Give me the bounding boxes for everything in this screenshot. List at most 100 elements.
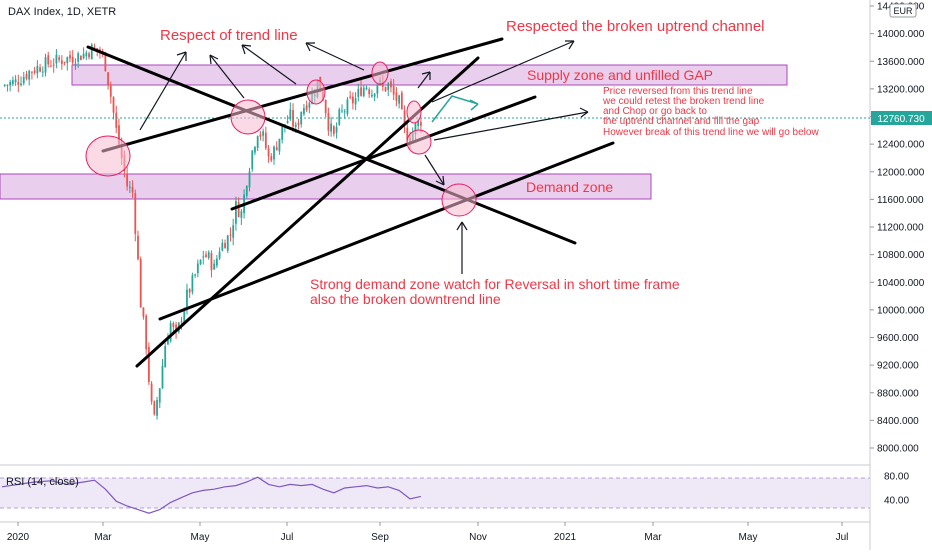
price-tick-label: 12400.000 xyxy=(877,140,925,151)
time-axis[interactable]: 2020 Mar May Jul Sep Nov 2021 Mar May Jul xyxy=(7,522,849,543)
candle-body xyxy=(139,258,142,308)
candle-body xyxy=(41,71,44,73)
candle-body xyxy=(50,65,52,67)
candle-body xyxy=(3,84,6,86)
candle-body xyxy=(384,86,387,91)
time-tick-label: Jul xyxy=(836,532,849,543)
candle-body xyxy=(77,53,80,62)
currency-badge[interactable] xyxy=(889,3,917,18)
candle-body xyxy=(218,251,221,259)
time-tick-label: Jul xyxy=(281,532,294,543)
candle-body xyxy=(39,67,41,72)
candle-body xyxy=(169,323,172,341)
candle-body xyxy=(381,82,384,87)
candle-body xyxy=(109,85,112,97)
candle-body xyxy=(196,263,199,274)
candle-body xyxy=(259,134,262,137)
rsi-tick-label: 40.00 xyxy=(884,496,909,507)
candle-body xyxy=(180,321,183,323)
price-tick-label: 11600.000 xyxy=(877,195,924,206)
arrow-8-head xyxy=(456,221,468,231)
candle-body xyxy=(232,225,235,238)
candle-body xyxy=(390,81,392,88)
candle-body xyxy=(264,132,267,149)
chart-title: DAX Index, 1D, XETR xyxy=(8,6,116,18)
projected-path-head xyxy=(469,99,479,111)
candle-body xyxy=(164,345,167,368)
supply-zone-label: Supply zone and unfilled GAP xyxy=(527,67,713,83)
candle-body xyxy=(202,256,205,258)
candle-body xyxy=(215,258,218,266)
candle-body xyxy=(360,87,362,96)
marker-feb-reversal xyxy=(85,135,131,177)
candle-body xyxy=(20,83,22,86)
arrow-6 xyxy=(433,111,589,141)
marker-june-touch xyxy=(230,99,266,135)
candle-body xyxy=(281,126,284,140)
candle-body xyxy=(134,193,137,234)
projected-path xyxy=(431,95,479,123)
candle-body xyxy=(343,111,346,113)
arrow-2-head xyxy=(209,54,219,65)
demand-trend-line xyxy=(158,141,615,321)
marker-late-sep-touch xyxy=(406,100,422,124)
arrow-2 xyxy=(209,54,245,99)
channel-top-line xyxy=(101,37,504,153)
time-tick-label: Sep xyxy=(371,532,389,543)
note-strong-demand-line-1: Strong demand zone watch for Reversal in… xyxy=(310,276,680,292)
candle-body xyxy=(142,307,145,317)
candle-body xyxy=(221,242,224,251)
note-price-reversed-line-4: the uptrend channel and fill the gap xyxy=(603,116,760,127)
annotation-arrows xyxy=(139,40,589,274)
candle-body xyxy=(297,123,300,125)
time-tick-label: Mar xyxy=(94,532,112,543)
arrow-5-head xyxy=(565,40,575,50)
candle-body xyxy=(213,263,216,270)
highlight-markers xyxy=(85,61,477,217)
rsi-layer xyxy=(1,476,422,514)
price-tick-label: 8800.000 xyxy=(877,388,919,399)
candle-body xyxy=(256,136,259,148)
candle-body xyxy=(406,127,409,140)
price-axis[interactable]: 14400.00014000.00013600.00013200.0001280… xyxy=(870,2,925,455)
candle-body xyxy=(335,126,338,133)
candle-body xyxy=(33,70,36,73)
time-tick-label: 2020 xyxy=(7,532,30,543)
candle-body xyxy=(357,88,360,97)
arrow-1-head xyxy=(176,51,187,61)
candle-body xyxy=(194,274,197,276)
arrow-3-head xyxy=(241,44,252,55)
candle-body xyxy=(79,55,82,61)
time-tick-label: Mar xyxy=(644,532,662,543)
candle-body xyxy=(419,121,422,126)
candle-body xyxy=(327,112,330,131)
candle-body xyxy=(28,70,31,80)
candle-body xyxy=(273,146,275,160)
candle-body xyxy=(90,44,93,60)
note-price-reversed-line-1: Price reversed from this trend line xyxy=(603,86,753,97)
arrow-4 xyxy=(305,42,365,71)
candle-body xyxy=(237,202,240,218)
arrow-7-head xyxy=(435,175,445,186)
marker-demand-confluence xyxy=(441,183,477,217)
candle-body xyxy=(371,94,373,97)
note-respected-channel: Respected the broken uptrend channel xyxy=(506,18,765,35)
candle-body xyxy=(115,112,118,128)
candle-body xyxy=(332,126,335,135)
rsi-label: RSI (14, close) xyxy=(6,476,79,488)
candle-body xyxy=(289,109,292,120)
candle-body xyxy=(128,186,131,188)
candle-body xyxy=(417,120,420,127)
candle-body xyxy=(17,81,20,85)
candle-body xyxy=(270,156,273,161)
candle-body xyxy=(71,56,74,63)
candle-body xyxy=(286,121,289,124)
candle-body xyxy=(376,84,379,94)
candle-body xyxy=(362,87,365,97)
candle-body xyxy=(351,96,354,104)
time-tick-label: 2021 xyxy=(554,532,577,543)
candle-body xyxy=(365,87,368,89)
marker-sep-touch xyxy=(371,61,389,85)
